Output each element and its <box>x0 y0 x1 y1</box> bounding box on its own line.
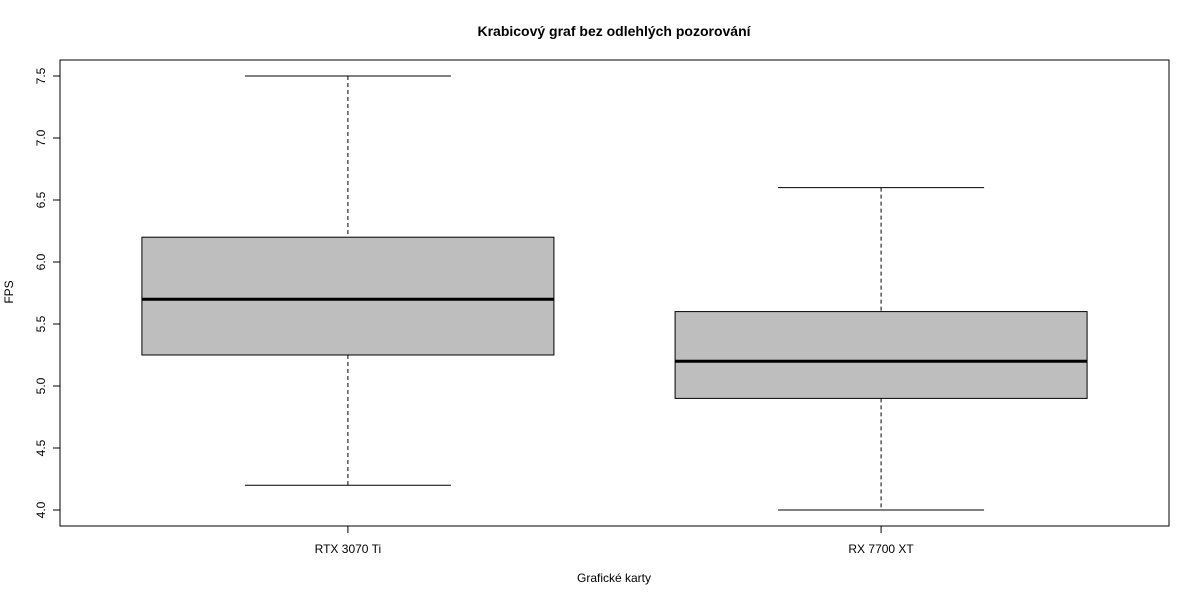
y-tick-label: 5.5 <box>34 315 48 332</box>
y-tick-label: 6.0 <box>34 253 48 270</box>
y-tick-label: 4.0 <box>34 501 48 518</box>
interquartile-box <box>141 236 555 356</box>
y-tick-label: 4.5 <box>34 439 48 456</box>
x-tick-label: RX 7700 XT <box>848 542 914 556</box>
x-axis-label: Grafické karty <box>577 571 651 585</box>
y-tick-label: 5.0 <box>34 377 48 394</box>
boxes-group <box>141 75 1088 511</box>
y-axis: 4.0 4.5 5.0 5.5 6.0 6.5 7.0 7.5 <box>34 67 61 518</box>
interquartile-box <box>674 311 1088 399</box>
y-tick-label: 7.5 <box>34 67 48 84</box>
y-tick-label: 7.0 <box>34 129 48 146</box>
box-plot-item <box>674 187 1088 511</box>
box-plot-item <box>141 75 555 486</box>
x-tick-label: RTX 3070 Ti <box>315 542 381 556</box>
y-axis-label: FPS <box>2 280 16 303</box>
y-tick-label: 6.5 <box>34 191 48 208</box>
chart-title: Krabicový graf bez odlehlých pozorování <box>477 23 751 39</box>
x-axis: RTX 3070 Ti RX 7700 XT <box>315 525 914 556</box>
